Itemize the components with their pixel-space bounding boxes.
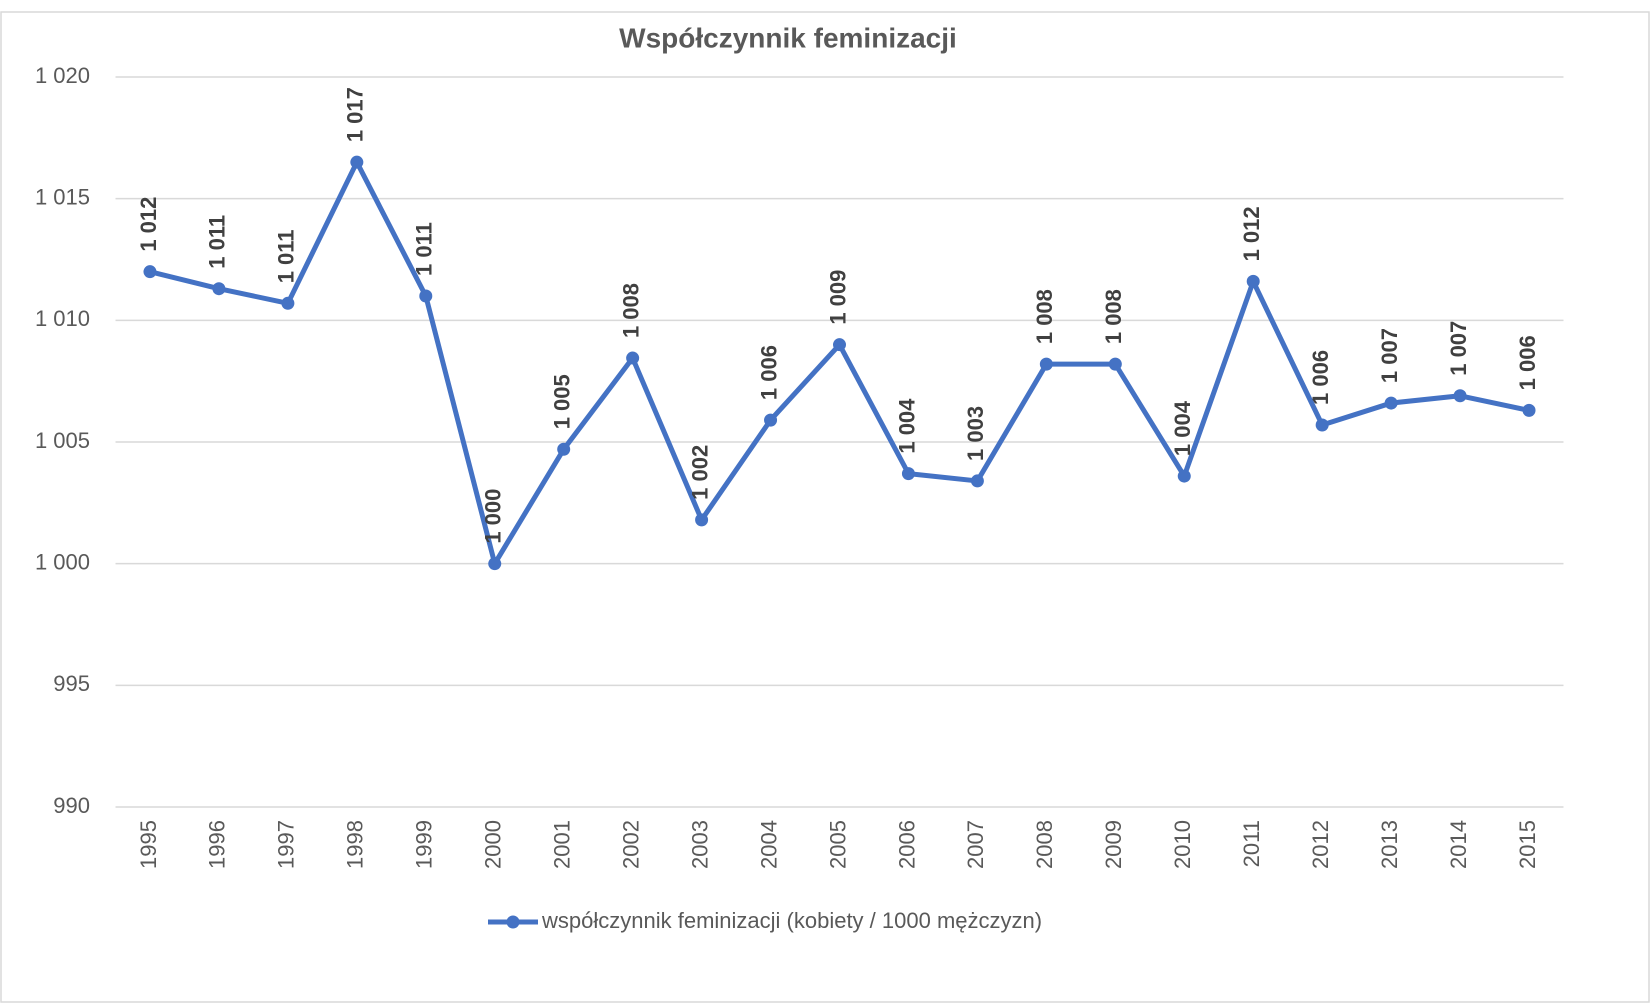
data-label: 1 006: [1308, 350, 1333, 405]
y-tick-label: 990: [53, 793, 90, 818]
point: [901, 467, 915, 481]
data-label: 1 000: [481, 489, 506, 544]
x-tick-label: 2002: [618, 820, 643, 869]
x-tick-label: 1999: [412, 820, 437, 869]
x-tick-label: 2007: [963, 820, 988, 869]
x-tick-label: 2009: [1101, 820, 1126, 869]
data-label: 1 004: [1170, 400, 1195, 456]
y-tick-label: 1 020: [35, 63, 90, 88]
x-tick-label: 1997: [274, 820, 299, 869]
point: [970, 474, 984, 488]
data-label: 1 012: [1239, 206, 1264, 261]
legend-marker: [506, 915, 520, 929]
point: [1384, 396, 1398, 410]
data-label: 1 005: [550, 374, 575, 429]
point: [419, 289, 433, 303]
point: [1108, 357, 1122, 371]
x-tick-label: 2008: [1032, 820, 1057, 869]
x-tick-label: 2006: [894, 820, 919, 869]
data-label: 1 002: [687, 445, 712, 500]
y-tick-label: 995: [53, 671, 90, 696]
data-label: 1 011: [205, 215, 230, 269]
data-label: 1 012: [136, 197, 161, 252]
point: [695, 513, 709, 527]
data-label: 1 007: [1377, 328, 1402, 383]
x-tick-label: 1998: [343, 820, 368, 869]
point: [1315, 418, 1329, 432]
point: [557, 442, 571, 456]
point: [1177, 469, 1191, 483]
data-label: 1 006: [1515, 335, 1540, 390]
point: [833, 338, 846, 352]
x-tick-label: 2000: [481, 820, 506, 869]
x-tick-label: 1996: [205, 820, 230, 869]
point: [350, 155, 364, 169]
data-label: 1 006: [756, 345, 781, 400]
x-tick-label: 2004: [756, 820, 781, 869]
y-tick-label: 1 010: [35, 306, 90, 331]
data-label: 1 017: [343, 87, 368, 142]
y-tick-label: 1 000: [35, 549, 90, 574]
x-tick-label: 2015: [1515, 820, 1540, 869]
data-label: 1 008: [1101, 289, 1126, 344]
y-tick-label: 1 015: [35, 184, 90, 209]
x-tick-label: 2014: [1446, 820, 1471, 869]
chart-border: [0, 11, 1650, 1003]
x-tick-label: 2013: [1377, 820, 1402, 869]
x-tick-label: 2012: [1308, 820, 1333, 869]
data-label: 1 004: [894, 398, 919, 454]
point: [1522, 403, 1536, 417]
data-label: 1 008: [618, 283, 643, 338]
chart-title: Współczynnik feminizacji: [619, 22, 957, 53]
point: [281, 296, 295, 310]
point: [488, 557, 502, 571]
data-label: 1 003: [963, 406, 988, 461]
data-label: 1 008: [1032, 289, 1057, 344]
x-tick-label: 2010: [1170, 820, 1195, 869]
legend-label: współczynnik feminizacji (kobiety / 1000…: [541, 908, 1042, 933]
point: [1453, 389, 1467, 403]
y-tick-label: 1 005: [35, 428, 90, 453]
point: [212, 282, 226, 296]
x-tick-label: 2011: [1239, 820, 1264, 867]
data-label: 1 009: [825, 270, 850, 325]
point: [764, 413, 778, 427]
point: [1246, 274, 1260, 288]
x-tick-label: 2001: [550, 820, 575, 869]
point: [1039, 357, 1053, 371]
point: [143, 265, 157, 279]
x-tick-label: 1995: [136, 820, 161, 869]
data-label: 1 011: [412, 222, 437, 276]
point: [626, 351, 640, 365]
data-label: 1 007: [1446, 321, 1471, 376]
x-tick-label: 2003: [687, 820, 712, 869]
x-tick-label: 2005: [825, 820, 850, 869]
data-label: 1 011: [274, 229, 299, 283]
